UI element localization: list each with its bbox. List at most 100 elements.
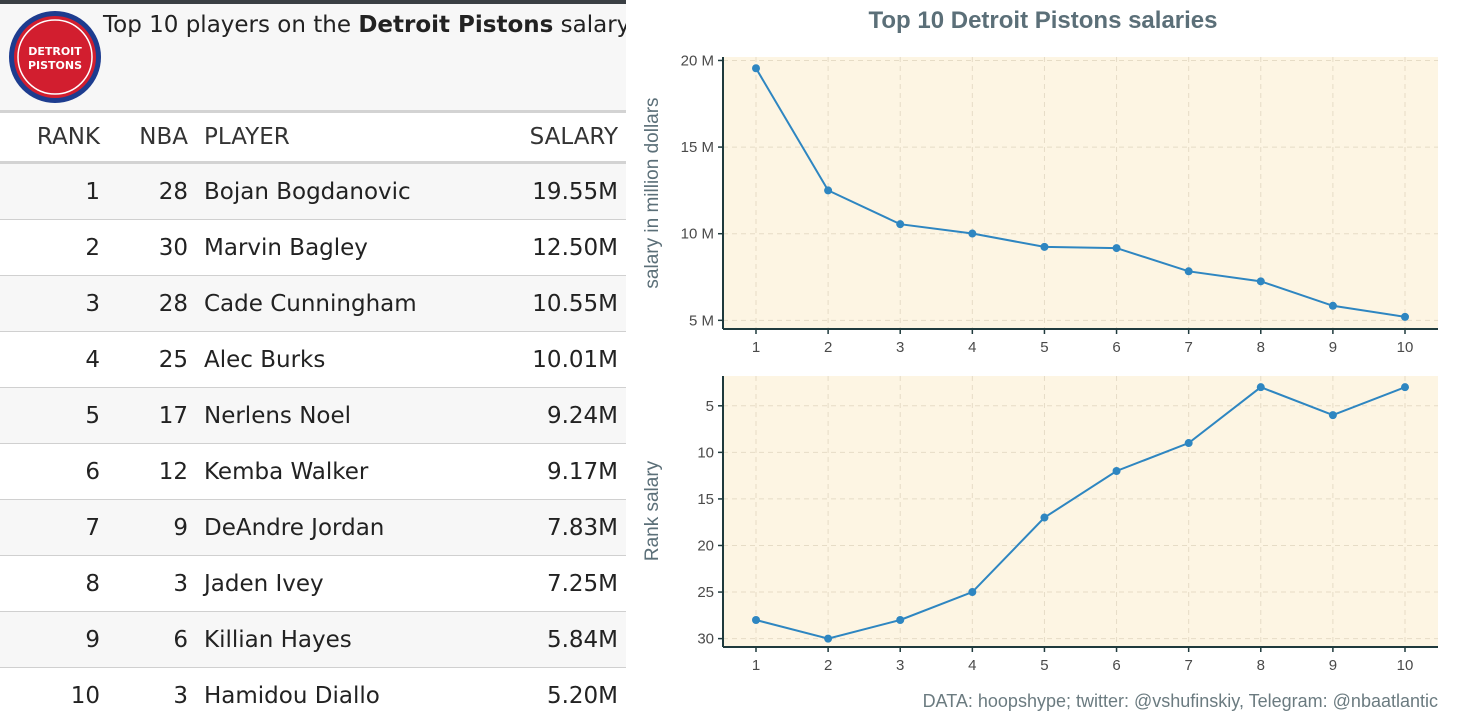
cell-salary: 19.55M	[496, 162, 626, 220]
salary-charts: Top 10 Detroit Pistons salaries 5 M 10 M 1…	[642, 7, 1438, 711]
data-point	[1401, 383, 1409, 392]
salary-table: RANK NBA PLAYER SALARY 1 28 Bojan Bogdanov…	[0, 110, 626, 722]
cell-nba: 3	[100, 555, 188, 612]
table-row: 8 3 Jaden Ivey 7.25M	[0, 555, 626, 612]
x-tick-label: 8	[1257, 657, 1265, 674]
x-tick-label: 9	[1329, 657, 1337, 674]
top-bar	[0, 0, 626, 4]
cell-salary: 7.83M	[496, 499, 626, 556]
x-tick-label: 6	[1112, 339, 1120, 356]
x-tick-label: 10	[1397, 657, 1414, 674]
chart-caption: DATA: hoopshype; twitter: @vshufinskiy, …	[923, 691, 1438, 711]
x-tick-label: 7	[1184, 339, 1192, 356]
cell-nba: 25	[100, 331, 188, 388]
series-line	[755, 67, 1406, 318]
y-tick-label: 15	[697, 491, 714, 508]
cell-nba: 17	[100, 387, 188, 444]
cell-rank: 10	[0, 667, 100, 722]
logo-text-bottom: PISTONS	[28, 59, 82, 72]
cell-nba: 12	[100, 443, 188, 500]
x-tick-label: 2	[824, 339, 832, 356]
data-point	[824, 634, 833, 643]
data-point	[1112, 466, 1121, 475]
cell-player: Hamidou Diallo	[188, 667, 497, 722]
data-point	[896, 615, 905, 624]
x-tick-label: 7	[1184, 657, 1192, 674]
cell-nba: 28	[100, 275, 188, 332]
x-tick-label: 1	[752, 339, 760, 356]
cell-rank: 8	[0, 555, 100, 612]
cell-salary: 10.55M	[496, 275, 626, 332]
series-line	[755, 386, 1406, 640]
cell-rank: 1	[0, 162, 100, 220]
cell-player: Killian Hayes	[188, 611, 497, 668]
col-header-nba: NBA	[100, 110, 188, 164]
table-header: DETROIT PISTONS Top 10 players on the De…	[0, 4, 626, 110]
cell-player: Nerlens Noel	[188, 387, 497, 444]
table-header-row: RANK NBA PLAYER SALARY	[0, 110, 626, 164]
cell-nba: 6	[100, 611, 188, 668]
table-row: 1 28 Bojan Bogdanovic 19.55M	[0, 162, 626, 220]
cell-rank: 5	[0, 387, 100, 444]
data-point	[752, 615, 760, 624]
cell-nba: 28	[100, 162, 188, 220]
table-title-post: salary cap	[560, 12, 626, 38]
pistons-logo-icon: DETROIT PISTONS	[9, 11, 101, 103]
table-row: 10 3 Hamidou Diallo 5.20M	[0, 667, 626, 722]
data-point	[1256, 277, 1265, 286]
cell-rank: 4	[0, 331, 100, 388]
cell-rank: 9	[0, 611, 100, 668]
cell-player: Bojan Bogdanovic	[188, 162, 497, 220]
x-tick-label: 1	[752, 657, 760, 674]
data-point	[1401, 312, 1409, 321]
col-header-player: PLAYER	[188, 110, 497, 164]
salary-table-panel: DETROIT PISTONS Top 10 players on the De…	[0, 0, 626, 722]
data-point	[896, 220, 905, 229]
data-point	[1112, 244, 1121, 253]
data-point	[968, 229, 977, 238]
x-tick-label: 4	[968, 339, 976, 356]
y-tick-label: 15 M	[681, 139, 714, 156]
cell-rank: 2	[0, 219, 100, 276]
cell-player: DeAndre Jordan	[188, 499, 497, 556]
y-tick-label: 10	[697, 444, 714, 461]
table-row: 9 6 Killian Hayes 5.84M	[0, 611, 626, 668]
y-axis-label: Rank salary	[642, 460, 663, 561]
cell-salary: 9.24M	[496, 387, 626, 444]
table-title: Top 10 players on the Detroit Pistons sa…	[103, 12, 626, 38]
col-header-salary: SALARY	[496, 110, 626, 164]
data-point	[1256, 383, 1265, 392]
y-tick-label: 20 M	[681, 52, 714, 69]
table-row: 3 28 Cade Cunningham 10.55M	[0, 275, 626, 332]
x-tick-label: 5	[1040, 339, 1048, 356]
cell-salary: 7.25M	[496, 555, 626, 612]
cell-salary: 10.01M	[496, 331, 626, 388]
plot-panel	[723, 376, 1438, 647]
y-tick-label: 5	[706, 398, 714, 415]
data-point	[752, 64, 760, 73]
plot-panel	[723, 57, 1438, 329]
col-header-rank: RANK	[0, 110, 100, 164]
table-row: 2 30 Marvin Bagley 12.50M	[0, 219, 626, 276]
y-tick-label: 30	[697, 631, 714, 648]
y-tick-label: 25	[697, 584, 714, 601]
data-point	[1184, 439, 1193, 448]
x-tick-label: 4	[968, 657, 976, 674]
x-tick-label: 10	[1397, 339, 1414, 356]
table-row: 4 25 Alec Burks 10.01M	[0, 331, 626, 388]
data-point	[1040, 513, 1049, 522]
cell-salary: 12.50M	[496, 219, 626, 276]
cell-nba: 30	[100, 219, 188, 276]
x-tick-label: 5	[1040, 657, 1048, 674]
data-point	[1328, 301, 1337, 310]
cell-player: Kemba Walker	[188, 443, 497, 500]
data-point	[1328, 411, 1337, 420]
data-point	[824, 186, 833, 195]
cell-player: Alec Burks	[188, 331, 497, 388]
chart-title: Top 10 Detroit Pistons salaries	[869, 7, 1218, 34]
cell-rank: 3	[0, 275, 100, 332]
cell-nba: 3	[100, 667, 188, 722]
rank-line-chart: 5 10 15 20 25 30 1 2 3 4 5 6 7 8 9 10 Rank salary	[642, 376, 1438, 674]
salary-line-chart: 5 M 10 M 15 M 20 M 1 2 3 4 5 6 7 8 9 10 salary in mill…	[642, 52, 1438, 356]
cell-player: Marvin Bagley	[188, 219, 497, 276]
